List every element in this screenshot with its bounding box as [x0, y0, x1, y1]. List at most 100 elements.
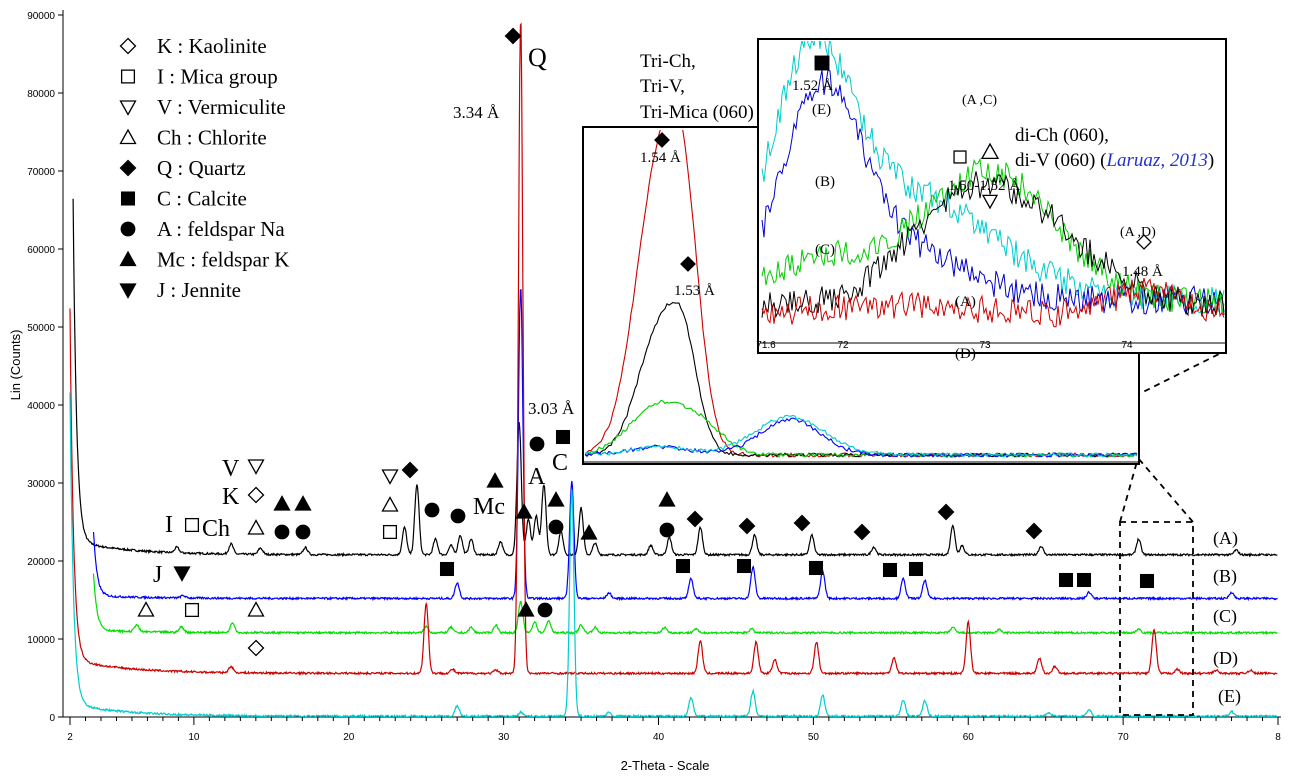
diamond-filled-marker [853, 523, 871, 541]
triangle-up-open-marker [247, 519, 265, 535]
inset1-series-line [585, 414, 1138, 458]
x-axis: 2 10 20 30 40 50 60 70 8 [63, 716, 1281, 743]
inset1-title-line2: Tri-V, [640, 76, 685, 97]
circle-filled-marker [537, 602, 553, 618]
marker-label-c: C [552, 450, 568, 476]
marker-label-i: I [165, 512, 173, 538]
inset2-label-150-152: 1.50-1.52 Å [948, 178, 1020, 194]
legend-label: Q : Quartz [157, 156, 246, 180]
x-tick-label: 70 [1118, 732, 1130, 743]
square-filled-marker [1139, 573, 1155, 589]
inset2-series-line [761, 69, 1225, 316]
y-axis-label: Lin (Counts) [8, 330, 23, 401]
inset2-label-b: (B) [815, 174, 835, 190]
marker-label-j: J [153, 562, 162, 588]
y-tick-label: 30000 [27, 479, 55, 490]
inset2-tick-label: 73 [979, 340, 991, 351]
diamond-filled-marker [680, 256, 696, 272]
circle-filled-marker [120, 221, 136, 237]
triangle-up-open-marker [247, 601, 265, 617]
triangle-up-filled-marker [119, 250, 137, 267]
y-tick-label: 10000 [27, 635, 55, 646]
square-open-marker [120, 69, 136, 84]
square-filled-marker [814, 55, 830, 71]
square-filled-marker [555, 429, 571, 445]
x-tick-label: 10 [188, 732, 200, 743]
legend-label: Mc : feldspar K [157, 248, 289, 272]
series-line [69, 392, 1278, 717]
square-filled-marker [675, 558, 691, 574]
legend-label: K : Kaolinite [157, 34, 267, 58]
triangle-up-open-marker [119, 128, 137, 145]
inset1-title-line1: Tri-Ch, [640, 51, 696, 72]
square-open-marker [953, 150, 967, 164]
legend-label: J : Jennite [157, 278, 241, 302]
inset1-label-153: 1.53 Å [674, 283, 715, 299]
diamond-open-marker [119, 37, 137, 55]
square-filled-marker [1076, 572, 1092, 588]
inset-060-di: 71.6 72 73 74 1.52 Å (E) (B) (C) (A) (D) (A… [756, 38, 1227, 362]
inset1-title-line3: Tri-Mica (060) [640, 102, 754, 123]
diamond-filled-marker [937, 503, 955, 521]
trace-label-e: (E) [1218, 686, 1241, 707]
dspacing-334-label: 3.34 Å [453, 103, 500, 122]
inset2-label-148: 1.48 Å [1122, 264, 1163, 280]
triangle-up-filled-marker [658, 491, 676, 507]
square-open-marker [382, 524, 398, 540]
square-filled-marker [808, 560, 824, 576]
series-line [92, 288, 1278, 602]
diamond-filled-marker [119, 159, 137, 177]
inset2-tick-label: 72 [837, 340, 849, 351]
circle-filled-marker [548, 519, 564, 535]
diamond-filled-marker [1025, 522, 1043, 540]
triangle-down-open-marker [119, 100, 137, 116]
triangle-up-filled-marker [547, 491, 565, 507]
circle-filled-marker [659, 522, 675, 538]
trace-label-a: (A) [1213, 528, 1238, 549]
inset2-label-d: (D) [955, 346, 976, 362]
inset2-series-line [761, 157, 1225, 314]
triangle-up-filled-marker [486, 472, 504, 488]
y-tick-label: 0 [49, 713, 55, 724]
triangle-down-open-marker [247, 459, 265, 475]
triangle-down-open-marker [981, 194, 999, 210]
square-filled-marker [736, 558, 752, 574]
y-tick-label: 20000 [27, 557, 55, 568]
triangle-up-open-marker [980, 142, 1000, 160]
triangle-up-filled-marker [515, 503, 533, 519]
legend-label: I : Mica group [157, 65, 278, 89]
x-axis-label: 2-Theta - Scale [621, 758, 710, 773]
inset2-label-c: (C) [815, 242, 835, 258]
circle-filled-marker [295, 524, 311, 540]
diamond-filled-marker [738, 517, 756, 535]
inset2-series-line [761, 171, 1225, 319]
x-tick-label: 40 [653, 732, 665, 743]
marker-label-mc: Mc [473, 494, 505, 520]
inset2-label-a: (A) [955, 294, 976, 310]
x-tick-label: 60 [963, 732, 975, 743]
square-filled-marker [1058, 572, 1074, 588]
inset2-label-e: (E) [812, 102, 831, 118]
series-line [69, 22, 1278, 677]
diamond-open-marker [1136, 234, 1152, 250]
inset1-label-154: 1.54 Å [640, 150, 681, 166]
series-line [92, 573, 1278, 636]
inset2-label-152: 1.52 Å [792, 78, 833, 94]
y-axis: 0 10000 20000 30000 40000 50000 60000 70000 8000… [27, 10, 64, 724]
inset2-label-ac: (A ,C) [962, 93, 997, 108]
y-tick-label: 60000 [27, 245, 55, 256]
circle-filled-marker [529, 436, 545, 452]
diamond-filled-marker [401, 461, 419, 479]
x-tick-label: 8 [1275, 732, 1281, 743]
triangle-down-filled-marker [119, 283, 137, 299]
phase-markers [137, 27, 1155, 657]
trace-label-b: (B) [1213, 566, 1237, 587]
diamond-filled-marker [686, 510, 704, 528]
trace-label-c: (C) [1213, 606, 1237, 627]
circle-filled-marker [424, 502, 440, 518]
y-tick-label: 70000 [27, 167, 55, 178]
y-tick-label: 80000 [27, 89, 55, 100]
inset2-label-ad: (A ,D) [1120, 225, 1156, 240]
zoom-region-box [1119, 521, 1194, 716]
